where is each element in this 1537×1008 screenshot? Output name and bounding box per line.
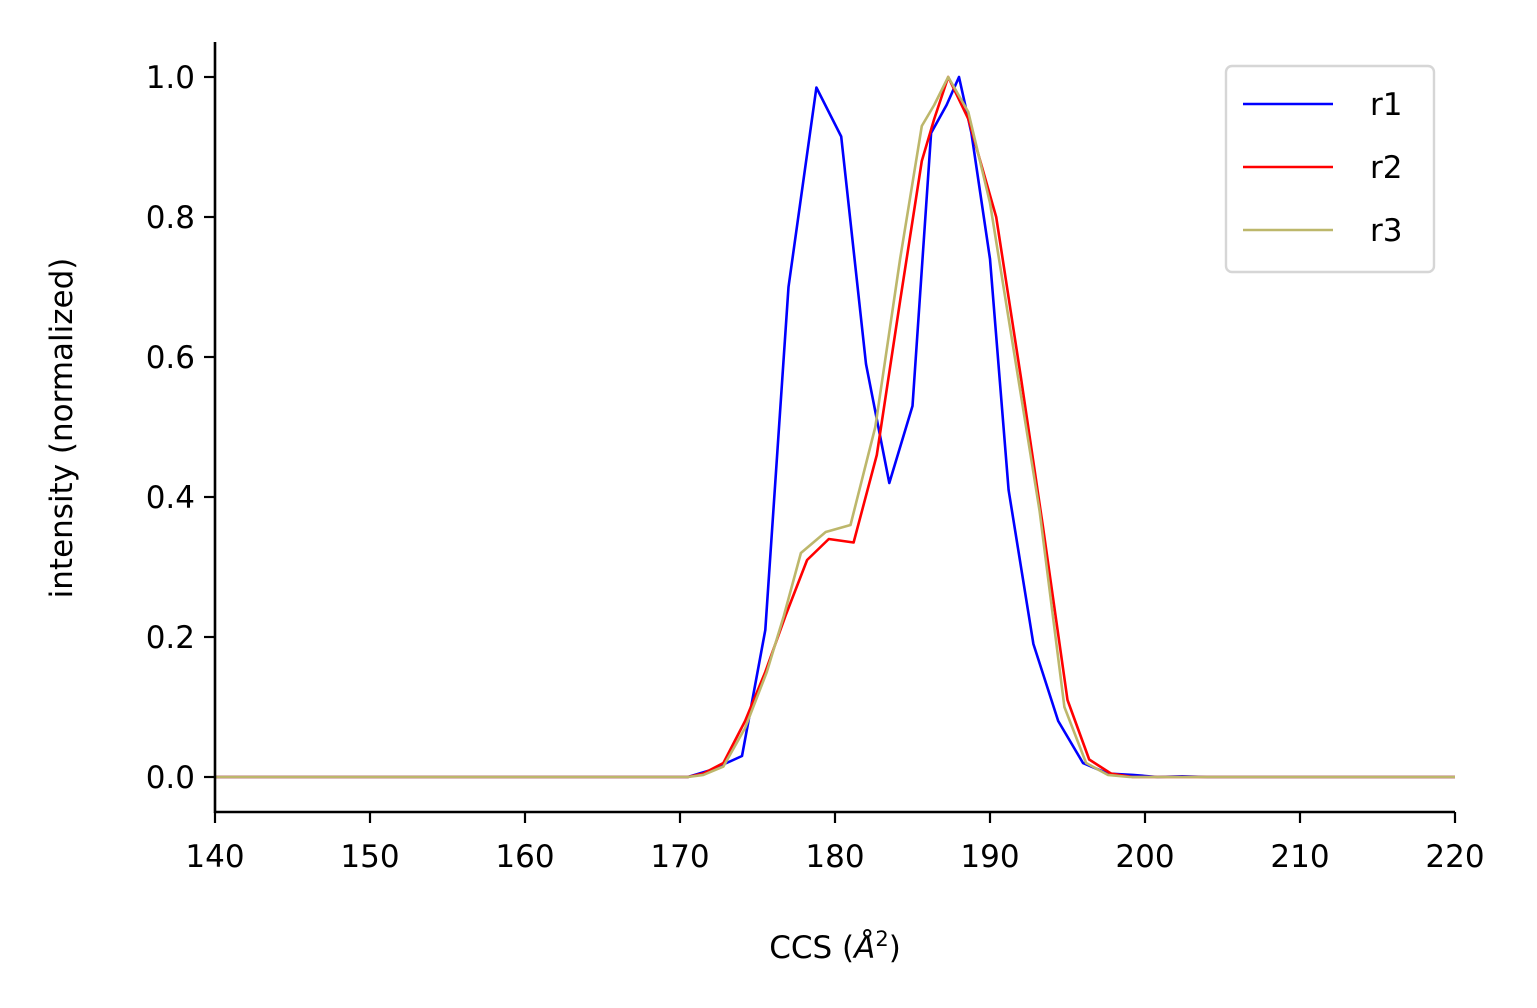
x-tick-label-180: 180 <box>805 839 864 875</box>
y-tick-label-0.0: 0.0 <box>146 760 195 796</box>
y-tick-label-1.0: 1.0 <box>146 60 195 96</box>
x-tick-label-210: 210 <box>1270 839 1329 875</box>
plot-area <box>215 75 1455 779</box>
legend-label-r1: r1 <box>1370 87 1402 123</box>
axis-labels: CCS (Å2) intensity (normalized) <box>44 258 901 966</box>
y-tick-label-0.6: 0.6 <box>146 340 195 376</box>
series-line-r3 <box>215 75 1455 779</box>
x-axis-label: CCS (Å2) <box>769 927 901 966</box>
legend-label-r2: r2 <box>1370 150 1402 186</box>
x-tick-label-220: 220 <box>1425 839 1484 875</box>
y-tick-label-0.2: 0.2 <box>146 620 195 656</box>
x-tick-label-160: 160 <box>495 839 554 875</box>
ticks: 140 150 160 170 180 190 200 210 220 0.0 0.2 0.4 0.6 0… <box>146 60 1485 875</box>
x-tick-label-190: 190 <box>960 839 1019 875</box>
legend-label-r3: r3 <box>1370 213 1402 249</box>
y-axis-label: intensity (normalized) <box>44 258 80 599</box>
legend-box <box>1224 64 1436 274</box>
y-tick-label-0.8: 0.8 <box>146 200 195 236</box>
x-tick-label-150: 150 <box>340 839 399 875</box>
series-line-r2 <box>215 75 1455 779</box>
y-tick-label-0.4: 0.4 <box>146 480 195 516</box>
legend: r1 r2 r3 <box>1224 64 1436 274</box>
x-tick-label-140: 140 <box>185 839 244 875</box>
x-tick-label-200: 200 <box>1115 839 1174 875</box>
x-tick-label-170: 170 <box>650 839 709 875</box>
